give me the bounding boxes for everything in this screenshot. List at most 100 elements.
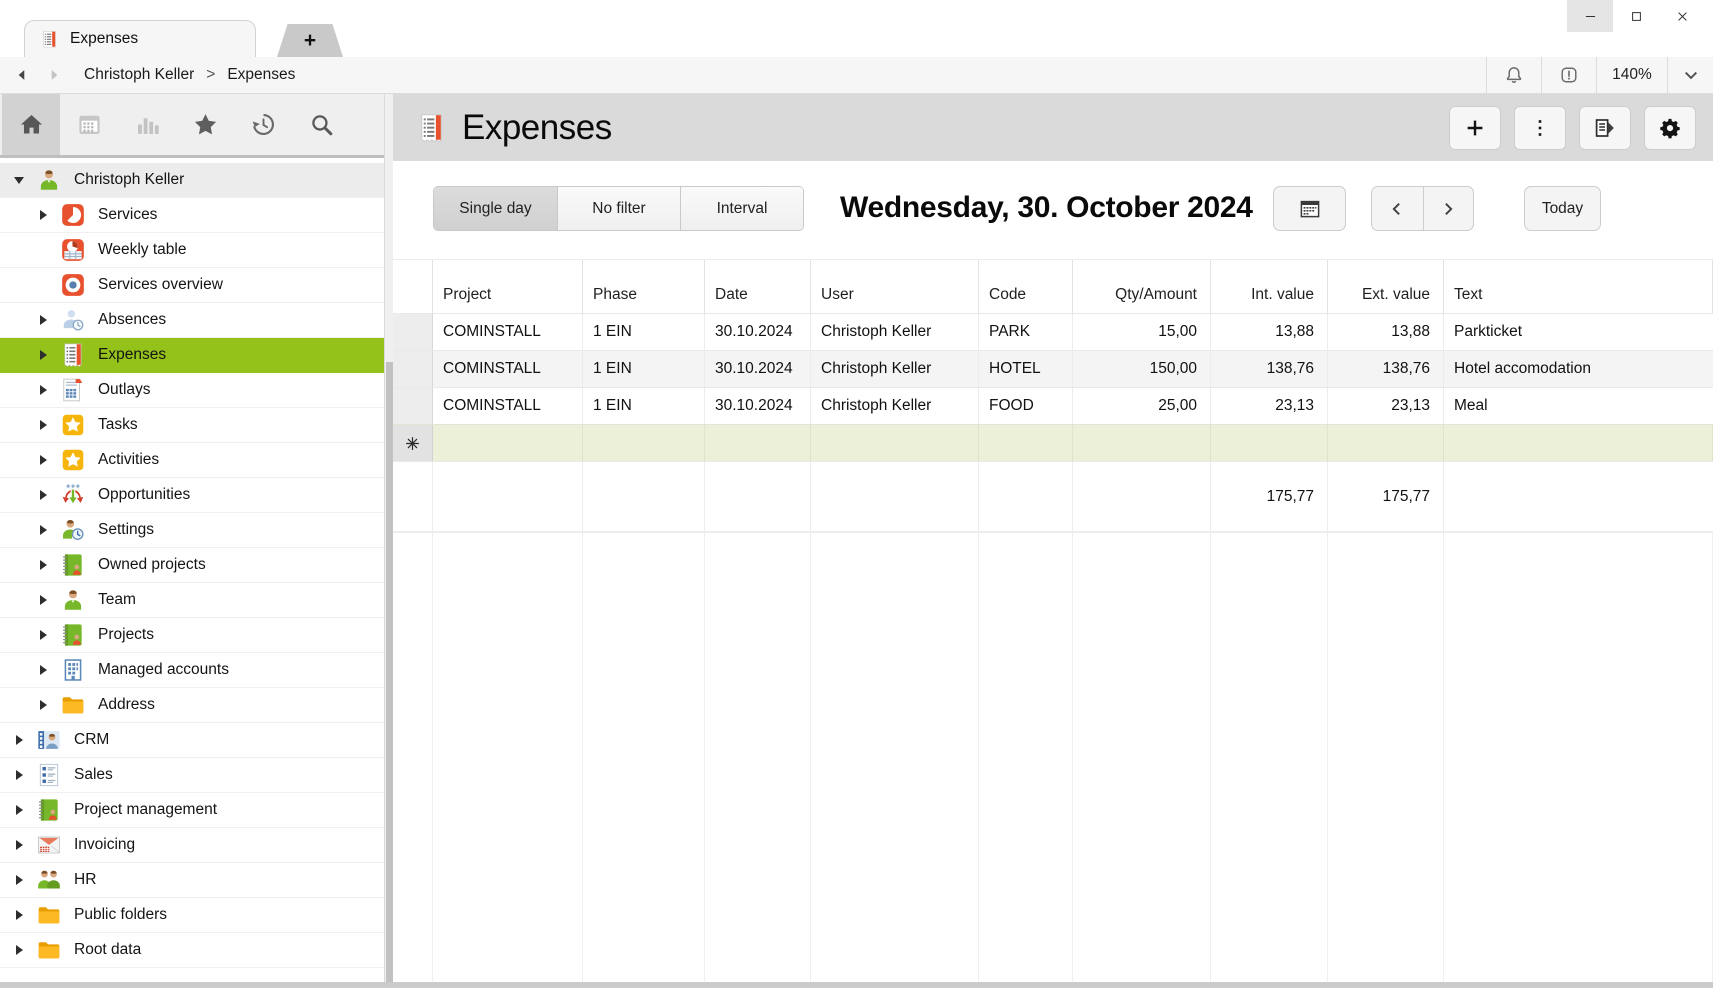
sidebar-item-weekly-table[interactable]: Weekly table <box>0 233 384 268</box>
notifications-button[interactable] <box>1487 57 1541 93</box>
filter-segment-single-day[interactable]: Single day <box>434 187 557 230</box>
sidebar-item-invoicing[interactable]: Invoicing <box>0 828 384 863</box>
sidebar-item-projects[interactable]: Projects <box>0 618 384 653</box>
expander-icon[interactable] <box>12 767 28 783</box>
expander-icon[interactable] <box>36 697 52 713</box>
alerts-button[interactable] <box>1542 57 1596 93</box>
zoom-dropdown-button[interactable] <box>1668 57 1713 93</box>
column-header-date[interactable]: Date <box>705 260 811 313</box>
expander-icon[interactable] <box>36 662 52 678</box>
row-selector[interactable] <box>393 351 433 387</box>
sidebar-item-settings[interactable]: Settings <box>0 513 384 548</box>
zoom-level[interactable]: 140% <box>1612 66 1652 83</box>
new-entry-cell-text[interactable] <box>1444 425 1713 461</box>
table-row[interactable]: COMINSTALL 1 EIN 30.10.2024 Christoph Kelle… <box>393 313 1713 350</box>
new-entry-cell-qty-amount[interactable] <box>1073 425 1211 461</box>
minimize-button[interactable] <box>1567 0 1613 32</box>
column-header-text[interactable]: Text <box>1444 260 1713 313</box>
expander-icon[interactable] <box>36 487 52 503</box>
add-button[interactable] <box>1449 105 1501 150</box>
expander-icon[interactable] <box>36 592 52 608</box>
new-entry-cell-ext-value[interactable] <box>1328 425 1444 461</box>
sidebar-item-expenses[interactable]: Expenses <box>0 338 384 373</box>
tab-expenses[interactable]: Expenses <box>24 20 256 57</box>
column-header-code[interactable]: Code <box>979 260 1073 313</box>
sidebar-tool-search[interactable] <box>292 94 350 155</box>
breadcrumb-user[interactable]: Christoph Keller <box>84 66 195 83</box>
filter-segment-no-filter[interactable]: No filter <box>557 187 680 230</box>
more-button[interactable] <box>1514 105 1566 150</box>
sidebar-item-root-data[interactable]: Root data <box>0 933 384 968</box>
new-entry-cell-code[interactable] <box>979 425 1073 461</box>
sidebar-item-absences[interactable]: Absences <box>0 303 384 338</box>
expander-icon[interactable] <box>12 172 28 188</box>
sidebar-item-activities[interactable]: Activities <box>0 443 384 478</box>
next-day-button[interactable] <box>1422 187 1474 230</box>
new-entry-cell-user[interactable] <box>811 425 979 461</box>
sidebar-tool-statistics[interactable] <box>118 94 176 155</box>
expander-icon[interactable] <box>36 312 52 328</box>
settings-button[interactable] <box>1644 105 1696 150</box>
previous-day-button[interactable] <box>1372 187 1423 230</box>
expander-icon[interactable] <box>12 802 28 818</box>
table-row[interactable]: COMINSTALL 1 EIN 30.10.2024 Christoph Kelle… <box>393 387 1713 424</box>
sidebar-item-opportunities[interactable]: Opportunities <box>0 478 384 513</box>
expander-icon[interactable] <box>36 382 52 398</box>
row-selector[interactable] <box>393 388 433 424</box>
column-header-ext-value[interactable]: Ext. value <box>1328 260 1444 313</box>
sidebar-item-owned-projects[interactable]: Owned projects <box>0 548 384 583</box>
expander-icon[interactable] <box>36 627 52 643</box>
column-header-user[interactable]: User <box>811 260 979 313</box>
column-header-phase[interactable]: Phase <box>583 260 705 313</box>
sidebar-item-services[interactable]: Services <box>0 198 384 233</box>
new-entry-cell-int-value[interactable] <box>1211 425 1328 461</box>
sidebar-item-christoph-keller[interactable]: Christoph Keller <box>0 163 384 198</box>
sidebar-item-public-folders[interactable]: Public folders <box>0 898 384 933</box>
expander-icon[interactable] <box>36 347 52 363</box>
back-icon[interactable] <box>14 67 30 83</box>
expander-icon[interactable] <box>12 837 28 853</box>
expander-icon[interactable] <box>12 942 28 958</box>
sidebar-tool-home[interactable] <box>2 94 60 155</box>
sidebar-item-services-overview[interactable]: Services overview <box>0 268 384 303</box>
expander-icon[interactable] <box>12 907 28 923</box>
sidebar-item-tasks[interactable]: Tasks <box>0 408 384 443</box>
export-button[interactable] <box>1579 105 1631 150</box>
expander-icon[interactable] <box>36 557 52 573</box>
column-header-project[interactable]: Project <box>433 260 583 313</box>
expander-icon[interactable] <box>12 872 28 888</box>
new-entry-cell-project[interactable] <box>433 425 583 461</box>
new-entry-row[interactable] <box>393 424 1713 461</box>
new-tab-button[interactable]: + <box>277 24 343 57</box>
sidebar-tool-calendar[interactable] <box>60 94 118 155</box>
new-entry-cell-phase[interactable] <box>583 425 705 461</box>
expander-icon[interactable] <box>12 732 28 748</box>
sidebar-item-outlays[interactable]: Outlays <box>0 373 384 408</box>
breadcrumb-expenses[interactable]: Expenses <box>227 66 296 83</box>
expander-icon[interactable] <box>36 522 52 538</box>
sidebar-item-crm[interactable]: CRM <box>0 723 384 758</box>
row-selector[interactable] <box>393 314 433 350</box>
expander-icon[interactable] <box>36 452 52 468</box>
sidebar-splitter[interactable] <box>384 94 393 988</box>
column-header-qty-amount[interactable]: Qty/Amount <box>1073 260 1211 313</box>
sidebar-scrollbar-thumb[interactable] <box>386 362 393 988</box>
column-header-int-value[interactable]: Int. value <box>1211 260 1328 313</box>
sidebar-item-team[interactable]: Team <box>0 583 384 618</box>
today-button[interactable]: Today <box>1524 186 1601 231</box>
filter-segment-interval[interactable]: Interval <box>680 187 803 230</box>
maximize-button[interactable] <box>1613 0 1659 32</box>
new-entry-cell-date[interactable] <box>705 425 811 461</box>
close-button[interactable] <box>1659 0 1705 32</box>
sidebar-item-project-management[interactable]: Project management <box>0 793 384 828</box>
horizontal-scrollbar[interactable] <box>0 982 1713 988</box>
new-entry-marker[interactable] <box>393 425 433 461</box>
sidebar-item-hr[interactable]: HR <box>0 863 384 898</box>
sidebar-item-sales[interactable]: Sales <box>0 758 384 793</box>
sidebar-tool-history[interactable] <box>234 94 292 155</box>
sidebar-tool-favorites[interactable] <box>176 94 234 155</box>
sidebar-item-address[interactable]: Address <box>0 688 384 723</box>
table-row[interactable]: COMINSTALL 1 EIN 30.10.2024 Christoph Kelle… <box>393 350 1713 387</box>
sidebar-item-managed-accounts[interactable]: Managed accounts <box>0 653 384 688</box>
expander-icon[interactable] <box>36 207 52 223</box>
